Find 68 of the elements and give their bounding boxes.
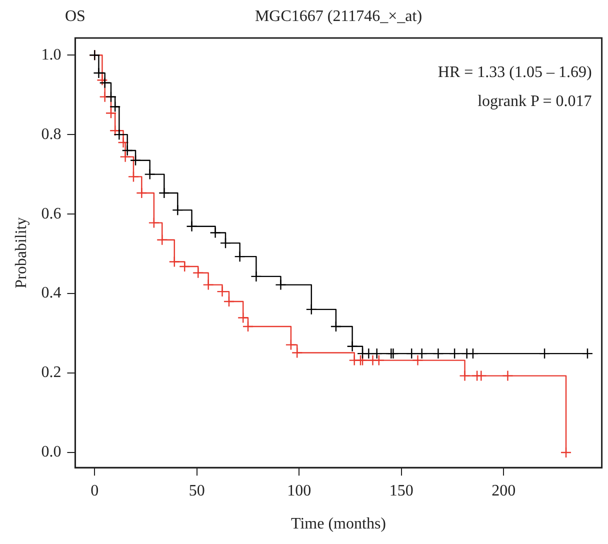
point xyxy=(223,296,235,308)
point xyxy=(158,187,170,199)
point xyxy=(186,220,198,232)
point xyxy=(234,250,246,262)
point xyxy=(330,320,342,332)
point xyxy=(192,267,204,278)
point xyxy=(120,151,131,162)
point xyxy=(156,234,168,246)
point xyxy=(105,91,117,102)
point xyxy=(109,124,121,136)
x-tick-label: 0 xyxy=(90,482,99,500)
y-tick-label: 0.6 xyxy=(41,205,62,222)
point xyxy=(582,348,594,360)
point xyxy=(109,101,121,112)
point xyxy=(275,279,286,290)
point xyxy=(136,187,148,199)
point xyxy=(172,204,184,216)
x-axis-title: Time (months) xyxy=(291,516,386,533)
point xyxy=(148,217,160,228)
point xyxy=(179,260,190,272)
point xyxy=(448,348,460,360)
point xyxy=(346,340,358,352)
point xyxy=(168,256,180,268)
x-tick-label: 150 xyxy=(389,482,414,500)
point xyxy=(210,227,221,238)
x-tick-label: 100 xyxy=(287,482,312,500)
point xyxy=(373,354,384,366)
point xyxy=(416,348,428,360)
y-tick-label: 0.0 xyxy=(41,444,62,461)
point xyxy=(118,136,129,148)
point xyxy=(122,144,133,156)
y-tick-label: 0.8 xyxy=(41,126,62,143)
point xyxy=(306,304,318,316)
x-tick-label: 50 xyxy=(188,482,205,500)
point xyxy=(363,348,374,360)
point xyxy=(220,237,232,249)
point xyxy=(250,270,262,282)
point xyxy=(144,168,156,180)
point xyxy=(467,348,479,360)
annotation: logrank P = 0.017 xyxy=(478,93,592,110)
point xyxy=(202,279,214,290)
point xyxy=(105,108,117,119)
point xyxy=(560,446,572,458)
chart-subtitle: OS xyxy=(64,8,86,26)
y-axis-title: Probability xyxy=(12,217,30,288)
point xyxy=(128,171,140,182)
point xyxy=(96,74,108,86)
point xyxy=(476,370,487,382)
point xyxy=(432,348,444,360)
point xyxy=(538,348,550,360)
point xyxy=(93,67,104,79)
point xyxy=(412,354,424,366)
point xyxy=(242,320,254,332)
x-tick-label: 200 xyxy=(492,482,516,500)
point xyxy=(406,348,418,360)
point xyxy=(99,77,110,89)
point xyxy=(459,370,470,382)
y-tick-label: 0.4 xyxy=(41,284,62,302)
point xyxy=(216,286,228,298)
annotation: HR = 1.33 (1.05 – 1.69) xyxy=(438,64,592,82)
point xyxy=(238,312,249,324)
point xyxy=(114,128,125,140)
point xyxy=(371,348,382,360)
chart-title: MGC1667 (211746_×_at) xyxy=(254,8,422,26)
point xyxy=(502,370,514,382)
y-tick-label: 0.2 xyxy=(41,364,62,382)
point xyxy=(130,154,142,166)
y-tick-label: 1.0 xyxy=(41,46,62,64)
